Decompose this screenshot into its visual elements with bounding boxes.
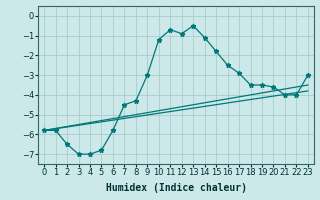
- X-axis label: Humidex (Indice chaleur): Humidex (Indice chaleur): [106, 183, 246, 193]
